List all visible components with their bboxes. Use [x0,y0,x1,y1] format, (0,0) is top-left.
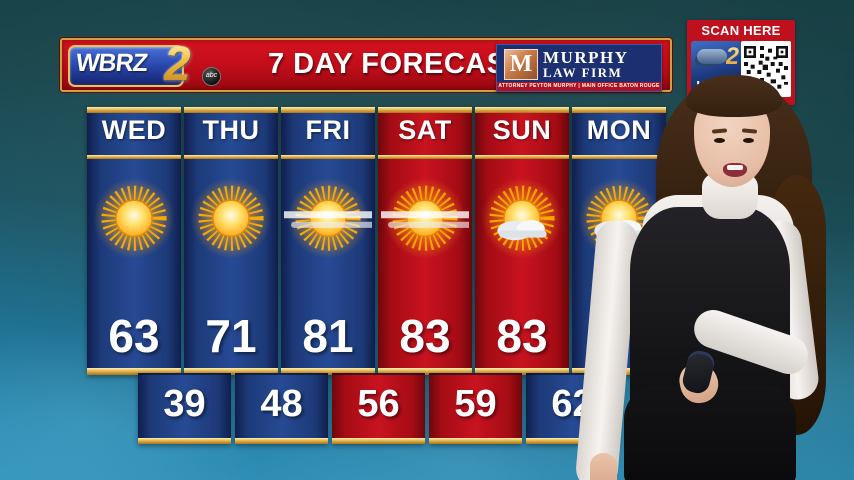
day-label: FRI [305,115,351,145]
gold-trim [184,155,278,159]
day-label: SAT [398,115,452,145]
page-title: 7 DAY FORECAST [268,48,525,80]
gold-trim [475,107,569,113]
gold-trim [378,368,472,375]
weather-condition-icon [187,165,275,275]
low-temp-box: 59 [429,373,522,444]
wbrz-logo: WBRZ 2 abc [68,38,221,91]
weather-condition-icon [278,165,380,275]
day-label: MON [586,115,652,145]
station-call-letters: WBRZ [74,49,149,77]
gold-trim [235,438,328,444]
storm-cloud-icon [697,49,727,64]
low-temp: 56 [357,383,400,425]
channel-number: 2 [164,38,191,91]
gold-trim [378,155,472,159]
gold-trim [572,155,666,159]
forecast-column-sat: SAT 83 [375,107,477,375]
high-temp: 83 [496,310,548,362]
presenter-eye [743,138,754,143]
forecast-column-wed: WED 63 [87,107,181,375]
sponsor-card: M MURPHY LAW FIRM ATTORNEY PEYTON MURPHY… [496,44,662,92]
gold-trim [378,107,472,113]
presenter-teeth [727,165,743,170]
low-temp-box: 48 [235,373,328,444]
weather-condition-icon [90,165,178,275]
sponsor-name-line2: LAW FIRM [543,65,623,80]
gold-trim [572,107,666,113]
presenter-hand [590,453,617,480]
weather-presenter [530,55,854,480]
sponsor-logo-icon: M [504,49,538,80]
gold-trim [475,155,569,159]
gold-trim [332,438,425,444]
app-channel-number: 2 [725,43,739,70]
low-temp-box: 39 [138,373,231,444]
gold-trim [138,438,231,444]
gold-trim [87,368,181,375]
high-temp: 71 [205,310,257,362]
high-temp: 83 [399,310,451,362]
forecast-column-thu: THU 71 [184,107,278,375]
gold-trim [87,155,181,159]
abc-network-icon: abc [202,67,221,86]
gold-trim [475,368,569,375]
presenter-eye [714,138,725,143]
low-temp: 59 [454,383,497,425]
day-label: SUN [492,115,552,145]
forecast-column-sun: SUN 83 [475,107,569,375]
low-temp: 48 [260,383,303,425]
gold-trim [281,368,375,375]
presenter-dress [624,385,796,480]
gold-trim [87,107,181,113]
gold-trim [429,438,522,444]
gold-trim [526,438,619,444]
header-banner: WBRZ 2 abc 7 DAY FORECAST M MURPHY LAW F… [60,38,672,92]
wbrz-logo-box [68,45,184,87]
low-temp: 39 [163,383,206,425]
forecast-column-fri: FRI 81 [278,107,380,375]
day-label: WED [101,115,167,145]
weather-condition-icon [375,165,477,275]
scan-here-label: SCAN HERE [701,23,781,38]
presenter-hair [686,75,782,117]
gold-trim [184,107,278,113]
gold-trim [184,368,278,375]
high-temp: 81 [302,310,354,362]
high-temp: 63 [108,310,160,362]
sponsor-name-line1: MURPHY [543,48,629,67]
low-temp-box: 56 [332,373,425,444]
gold-trim [281,155,375,159]
sponsor-tagline: ATTORNEY PEYTON MURPHY | MAIN OFFICE BAT… [497,82,661,91]
gold-trim [281,107,375,113]
day-label: THU [202,115,260,145]
weather-condition-icon [478,165,566,275]
